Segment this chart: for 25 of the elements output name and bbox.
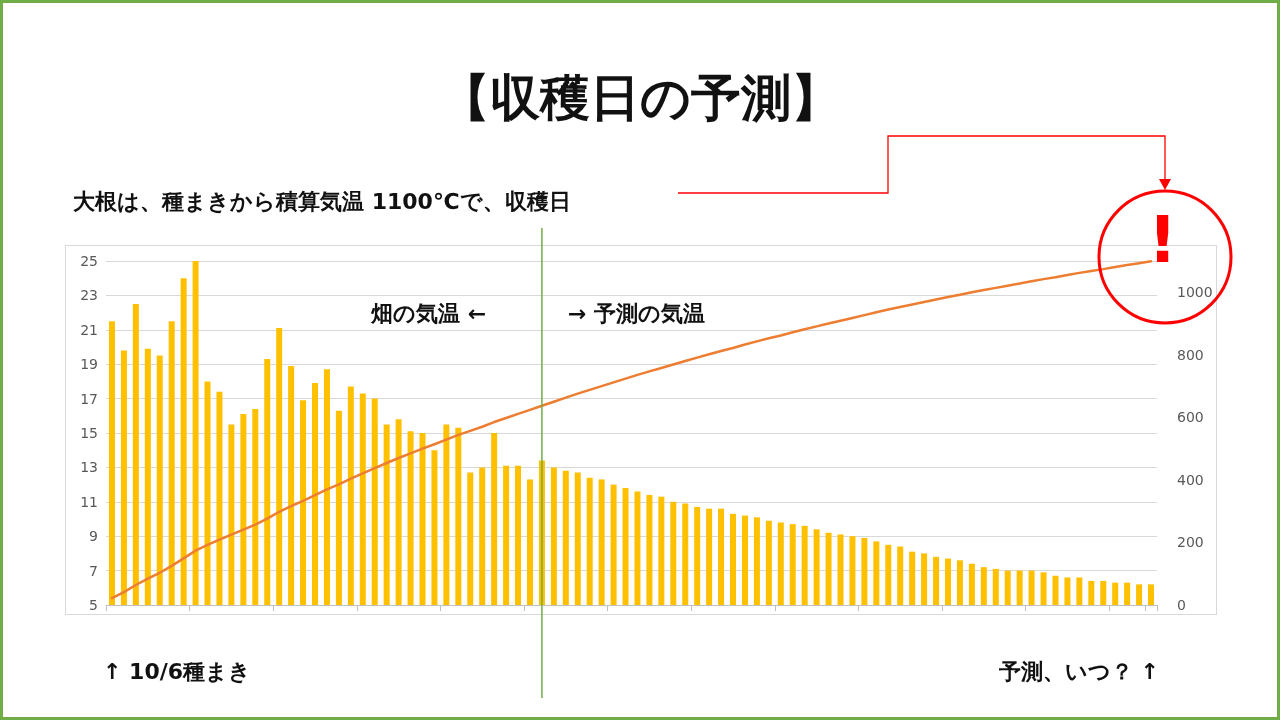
y2-tick-label: 1000 — [1177, 284, 1213, 301]
y2-tick-label: 800 — [1177, 346, 1204, 363]
y-tick-label: 5 — [89, 597, 98, 613]
chart-title: 【収穫日の予測】 — [438, 68, 842, 129]
y-tick-label: 23 — [80, 287, 98, 304]
y-tick-label: 21 — [80, 321, 98, 338]
y-tick-label: 15 — [80, 425, 98, 441]
y-tick-label: 7 — [89, 562, 98, 579]
y-tick-label: 11 — [80, 493, 98, 510]
line-series — [110, 260, 1153, 600]
y-tick-label: 19 — [80, 356, 98, 373]
text: 予測、いつ？ ↑ — [998, 658, 1159, 686]
annotation: 畑の気温 ← — [371, 300, 487, 328]
y2-tick-label: 600 — [1177, 409, 1204, 426]
annotation: ! — [1148, 203, 1178, 277]
y-tick-label: 25 — [80, 253, 98, 269]
y2-tick-label: 400 — [1177, 471, 1204, 488]
text: ↑ 10/6種まき — [103, 658, 252, 686]
y-tick-label: 9 — [89, 528, 98, 545]
y2-tick-label: 200 — [1177, 534, 1204, 551]
y-tick-label: 13 — [80, 459, 98, 476]
chart-subtitle: 大根は、種まきから積算気温 1100℃で、収穫日 — [73, 188, 571, 216]
annotation: → 予測の気温 — [568, 300, 706, 328]
y2-tick-label: 0 — [1177, 597, 1186, 613]
y-tick-label: 17 — [80, 390, 98, 407]
